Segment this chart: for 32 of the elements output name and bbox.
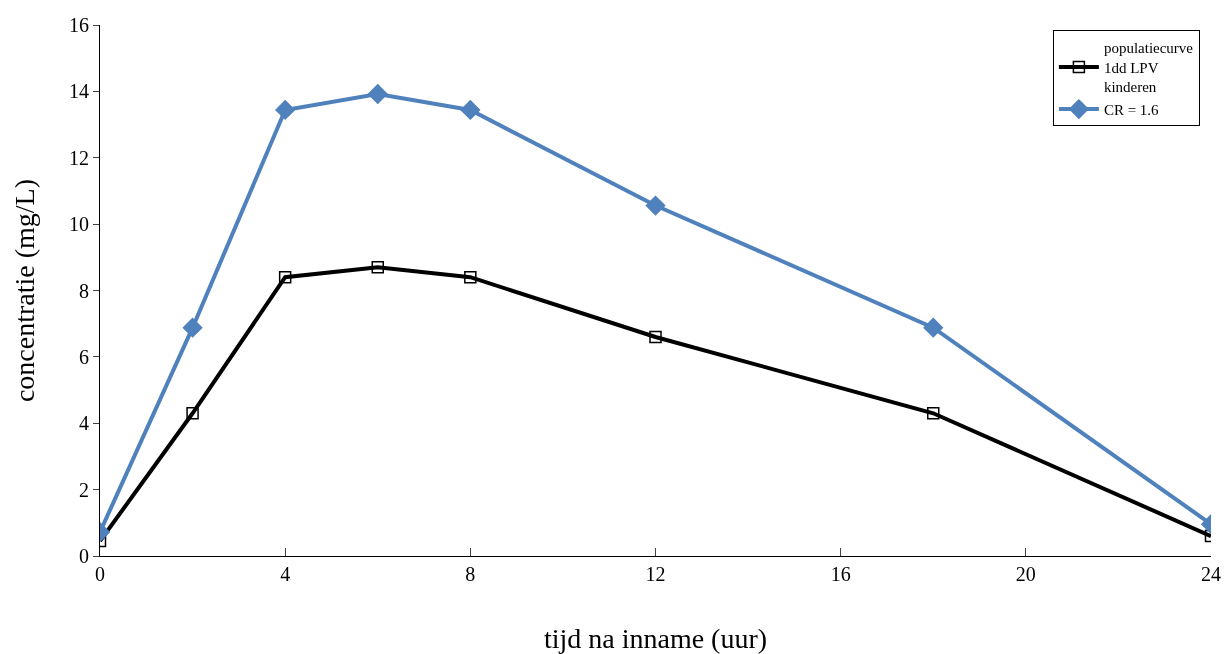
y-tick-label: 4 <box>79 412 89 435</box>
y-tick-label: 0 <box>79 545 89 567</box>
y-tick-label: 2 <box>79 478 89 501</box>
x-axis-title: tijd na inname (uur) <box>543 623 768 654</box>
point <box>371 261 384 274</box>
y-axis-title: concentratie (mg/L) <box>9 178 40 403</box>
x-tick-label: 20 <box>1015 563 1036 585</box>
point <box>464 270 477 284</box>
legend-label: populatiecurve 1dd LPV kinderen <box>1103 40 1194 96</box>
point <box>927 407 940 420</box>
y-tick-label: 16 <box>69 14 89 36</box>
y-tick-label: 12 <box>69 146 89 169</box>
y-tick-label: 8 <box>79 279 89 302</box>
x-tick-label: 4 <box>280 563 291 585</box>
y-tick-label: 14 <box>69 80 89 103</box>
point <box>186 407 199 420</box>
y-tick-label: 10 <box>69 213 89 236</box>
point <box>182 317 203 338</box>
point <box>275 100 296 120</box>
x-tick-label: 16 <box>830 563 851 585</box>
point <box>460 100 481 120</box>
x-tick-label: 8 <box>465 563 476 585</box>
point <box>649 330 662 344</box>
x-tick-label: 0 <box>95 563 105 585</box>
point <box>645 195 666 216</box>
x-tick-label: 24 <box>1201 563 1221 585</box>
point <box>367 84 388 104</box>
x-tick-label: 12 <box>645 563 666 585</box>
legend-label: CR = 1.6 <box>1103 101 1160 118</box>
point <box>923 317 944 338</box>
y-tick-label: 6 <box>79 345 89 368</box>
point <box>278 270 292 284</box>
